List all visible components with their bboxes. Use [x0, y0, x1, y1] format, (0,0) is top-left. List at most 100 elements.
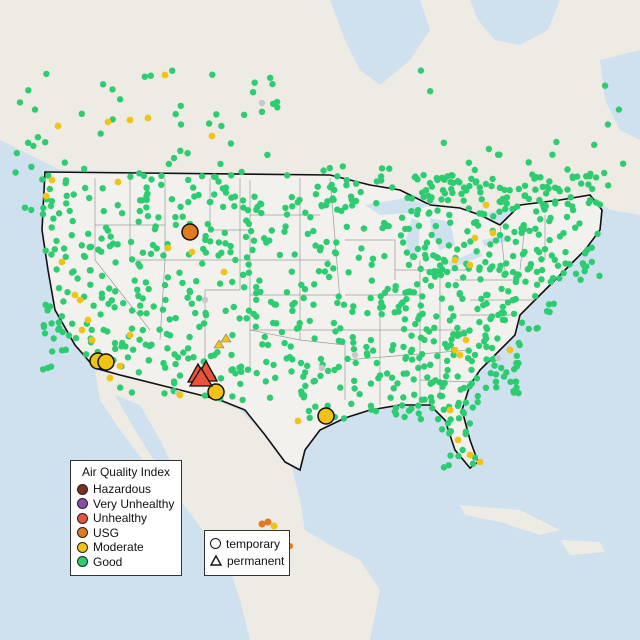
unhealthy-swatch: [77, 512, 88, 524]
good-monitor: [298, 388, 305, 395]
legend-label: Moderate: [93, 540, 144, 555]
moderate-temporary-marker[interactable]: [97, 353, 115, 371]
good-monitor: [185, 176, 192, 184]
good-monitor: [72, 334, 80, 342]
good-monitor: [512, 278, 520, 286]
good-monitor: [25, 87, 32, 94]
moderate-monitor: [489, 229, 497, 237]
good-monitor: [542, 202, 549, 210]
unhealthy-permanent-marker[interactable]: [188, 366, 214, 387]
good-monitor: [324, 367, 332, 374]
good-monitor: [245, 269, 253, 276]
good-monitor: [270, 361, 277, 369]
good-monitor: [569, 174, 577, 182]
good-monitor: [136, 170, 143, 177]
baja-gulf: [115, 395, 175, 470]
good-monitor: [364, 309, 371, 317]
moderate-permanent-marker[interactable]: [220, 333, 232, 343]
good-monitor: [186, 333, 193, 341]
moderate-monitor: [104, 118, 112, 126]
good-monitor: [242, 233, 250, 241]
good-monitor: [42, 139, 49, 146]
moderate-monitor: [71, 291, 79, 299]
good-monitor: [28, 206, 35, 214]
good-monitor: [147, 250, 155, 257]
good-monitor: [202, 311, 210, 319]
good-monitor: [114, 202, 122, 209]
good-monitor: [112, 288, 119, 295]
good-monitor: [166, 332, 174, 339]
good-monitor: [164, 274, 172, 281]
good-monitor: [596, 201, 604, 208]
good-monitor: [256, 277, 263, 284]
good-monitor: [521, 248, 528, 256]
good-monitor: [222, 240, 229, 247]
usg-temporary-marker[interactable]: [181, 223, 199, 241]
good-monitor: [421, 336, 428, 344]
good-monitor: [450, 331, 457, 338]
good-monitor: [505, 288, 512, 295]
good-monitor: [549, 151, 556, 158]
good-monitor: [229, 331, 236, 339]
moderate-monitor: [188, 248, 196, 256]
good-monitor: [533, 268, 541, 276]
moderate-monitor: [482, 201, 490, 209]
good-monitor: [64, 289, 71, 296]
good-monitor: [82, 184, 89, 192]
good-monitor: [492, 378, 500, 385]
good-monitor: [348, 400, 355, 407]
good-monitor: [287, 343, 294, 350]
good-monitor: [243, 315, 250, 322]
good-monitor: [400, 343, 407, 350]
moderate-permanent-marker[interactable]: [213, 339, 225, 349]
good-monitor: [58, 313, 66, 320]
good-monitor: [438, 295, 446, 302]
no-data-monitor: [258, 99, 266, 107]
good-monitor: [86, 244, 93, 251]
good-monitor: [59, 328, 66, 336]
good-monitor: [429, 404, 436, 412]
no-data-monitor: [318, 364, 326, 372]
good-monitor: [466, 182, 473, 190]
good-monitor: [487, 265, 494, 272]
good-monitor: [454, 324, 461, 332]
good-monitor: [446, 317, 454, 324]
good-monitor: [274, 104, 281, 111]
good-monitor: [533, 281, 541, 288]
good-monitor: [316, 247, 324, 254]
aqi-legend-title: Air Quality Index: [81, 465, 171, 479]
good-monitor: [332, 250, 340, 257]
good-monitor: [512, 238, 519, 246]
good-monitor: [391, 408, 399, 415]
good-monitor: [478, 210, 485, 217]
good-monitor: [350, 303, 357, 310]
good-monitor: [432, 377, 439, 384]
moderate-monitor: [466, 451, 474, 459]
good-monitor: [263, 239, 270, 246]
good-monitor: [513, 384, 520, 391]
moderate-temporary-marker[interactable]: [207, 383, 225, 401]
good-monitor: [404, 288, 411, 295]
good-monitor: [162, 296, 169, 304]
good-monitor: [63, 192, 70, 199]
good-monitor: [333, 239, 340, 246]
good-monitor: [227, 249, 234, 256]
good-monitor: [468, 175, 475, 182]
good-monitor: [601, 82, 609, 89]
good-monitor: [39, 176, 46, 183]
moderate-temporary-marker[interactable]: [317, 407, 335, 425]
good-monitor: [244, 366, 252, 373]
good-monitor: [170, 154, 178, 162]
good-monitor: [142, 279, 150, 286]
good-monitor: [430, 338, 437, 345]
good-monitor: [486, 251, 493, 258]
moderate-monitor: [451, 256, 459, 264]
good-monitor: [349, 202, 356, 209]
good-monitor: [331, 186, 338, 194]
good-monitor: [455, 415, 463, 422]
good-monitor: [188, 300, 195, 307]
good-monitor: [547, 214, 554, 222]
good-monitor: [324, 260, 331, 268]
good-monitor: [417, 416, 425, 423]
good-monitor: [445, 462, 452, 469]
